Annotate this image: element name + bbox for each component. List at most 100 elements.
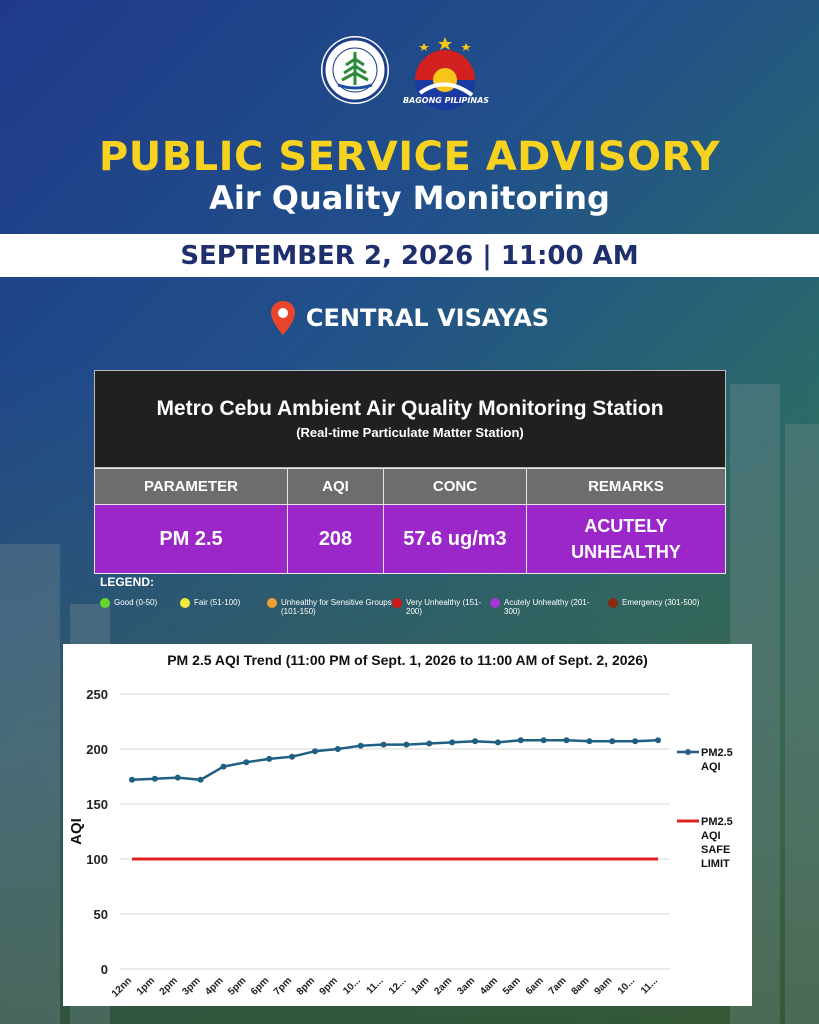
y-tick-label: 200	[86, 742, 108, 757]
data-point	[266, 755, 273, 762]
data-point	[334, 746, 341, 752]
legend-dot-good	[100, 598, 110, 608]
y-tick-label: 150	[86, 797, 108, 812]
data-point	[472, 738, 479, 745]
legend-label-aqi: PM2.5	[701, 747, 733, 759]
x-tick-label: 8am	[570, 975, 592, 997]
date-banner: SEPTEMBER 2, 2026 | 11:00 AM	[0, 234, 819, 277]
legend-dot-very-unhealthy	[392, 598, 402, 608]
legend-label-acutely-unhealthy: Acutely Unhealthy (201-300)	[504, 598, 590, 616]
x-tick-label: 4am	[478, 975, 500, 997]
legend-label-fair: Fair (51-100)	[194, 598, 241, 607]
x-tick-label: 6am	[524, 975, 546, 997]
data-point	[311, 748, 318, 755]
x-tick-label: 11...	[639, 975, 660, 996]
region-name: CENTRAL VISAYAS	[305, 304, 550, 332]
data-point	[357, 742, 364, 749]
data-point	[174, 774, 181, 781]
legend-item-acutely-unhealthy: Acutely Unhealthy (201-300)	[490, 598, 594, 616]
header-conc: CONC	[383, 468, 527, 505]
data-point	[197, 776, 204, 783]
station-header: Metro Cebu Ambient Air Quality Monitorin…	[94, 370, 726, 468]
legend-item-fair: Fair (51-100)	[180, 598, 260, 608]
legend-dot-acutely-unhealthy	[490, 598, 500, 608]
y-axis-label: AQI	[68, 818, 85, 845]
data-point	[609, 738, 616, 745]
x-tick-label: 1am	[409, 975, 431, 997]
x-tick-label: 5am	[501, 975, 523, 997]
data-point	[632, 738, 639, 745]
x-tick-label: 7am	[547, 975, 569, 997]
bagong-pilipinas-label: BAGONG PILIPINAS	[402, 96, 490, 105]
data-point	[220, 763, 227, 770]
denr-seal-icon	[321, 36, 389, 104]
x-tick-label: 12...	[387, 975, 409, 997]
advisory-subtitle: Air Quality Monitoring	[209, 179, 610, 217]
legend-marker-aqi	[685, 749, 691, 755]
cell-aqi: 208	[287, 504, 384, 574]
legend-dot-usg	[267, 598, 277, 608]
data-point	[586, 738, 593, 745]
data-point	[129, 776, 135, 783]
data-point	[655, 737, 661, 744]
cell-conc: 57.6 ug/m3	[383, 504, 527, 574]
data-point	[243, 759, 250, 766]
x-tick-label: 6pm	[249, 975, 271, 997]
x-tick-label: 10...	[616, 975, 638, 997]
legend-item-emergency: Emergency (301-500)	[608, 598, 726, 608]
data-point	[380, 741, 387, 748]
data-point	[426, 740, 433, 747]
x-tick-label: 3pm	[180, 975, 202, 997]
y-tick-label: 0	[101, 962, 108, 977]
chart-card	[63, 644, 752, 1006]
legend-item-good: Good (0-50)	[100, 598, 180, 608]
data-point	[563, 737, 570, 744]
aqi-trend-chart: 0 50 100 150 200 250 AQI 12nn 1pm 2pm 3pm 4pm 5pm 6pm…	[68, 687, 733, 1000]
x-tick-label: 2pm	[158, 975, 180, 997]
x-tick-label: 12nn	[110, 975, 134, 999]
x-tick-label: 5pm	[226, 975, 248, 997]
region-heading: CENTRAL VISAYAS	[0, 300, 819, 336]
x-tick-label: 8pm	[295, 975, 317, 997]
x-tick-label: 9am	[592, 975, 614, 997]
x-tick-label: 11...	[365, 975, 386, 996]
x-tick-label: 10...	[341, 975, 363, 997]
air-quality-table: PARAMETER AQI CONC REMARKS PM 2.5 208 57…	[94, 468, 726, 574]
data-point	[403, 741, 410, 748]
data-point	[449, 739, 456, 746]
bagong-pilipinas-logo-icon	[415, 37, 475, 110]
legend-label-safe-limit: LIMIT	[701, 858, 730, 870]
legend-label-safe-limit: AQI	[701, 830, 721, 842]
legend-label-aqi: AQI	[701, 761, 721, 773]
data-point	[494, 739, 501, 746]
legend-label-safe-limit: PM2.5	[701, 816, 733, 828]
cell-parameter: PM 2.5	[94, 504, 288, 574]
legend-dot-fair	[180, 598, 190, 608]
legend-item-very-unhealthy: Very Unhealthy (151-200)	[392, 598, 484, 616]
legend-label-usg: Unhealthy for Sensitive Groups (101-150)	[281, 598, 392, 616]
chart-title: PM 2.5 AQI Trend (11:00 PM of Sept. 1, 2…	[167, 652, 648, 668]
x-tick-label: 3am	[455, 975, 477, 997]
data-point	[289, 753, 296, 760]
x-tick-label: 2am	[432, 975, 454, 997]
y-tick-label: 50	[94, 907, 108, 922]
legend-label-emergency: Emergency (301-500)	[622, 598, 700, 607]
series-line-aqi	[131, 738, 659, 782]
y-tick-label: 100	[86, 852, 108, 867]
header-aqi: AQI	[287, 468, 384, 505]
legend-dot-emergency	[608, 598, 618, 608]
header-parameter: PARAMETER	[94, 468, 288, 505]
location-pin-icon	[270, 301, 295, 335]
station-type: (Real-time Particulate Matter Station)	[296, 425, 524, 440]
data-point	[540, 737, 547, 744]
x-tick-label: 7pm	[272, 975, 294, 997]
legend-item-usg: Unhealthy for Sensitive Groups (101-150)	[267, 598, 392, 616]
data-point	[151, 775, 158, 782]
x-tick-label: 1pm	[135, 975, 157, 997]
station-name: Metro Cebu Ambient Air Quality Monitorin…	[156, 397, 664, 420]
header-remarks: REMARKS	[526, 468, 726, 505]
date-time-text: SEPTEMBER 2, 2026 | 11:00 AM	[180, 240, 639, 271]
legend-title: LEGEND:	[100, 575, 154, 589]
y-tick-label: 250	[86, 687, 108, 702]
cell-remarks: ACUTELY UNHEALTHY	[526, 504, 726, 574]
